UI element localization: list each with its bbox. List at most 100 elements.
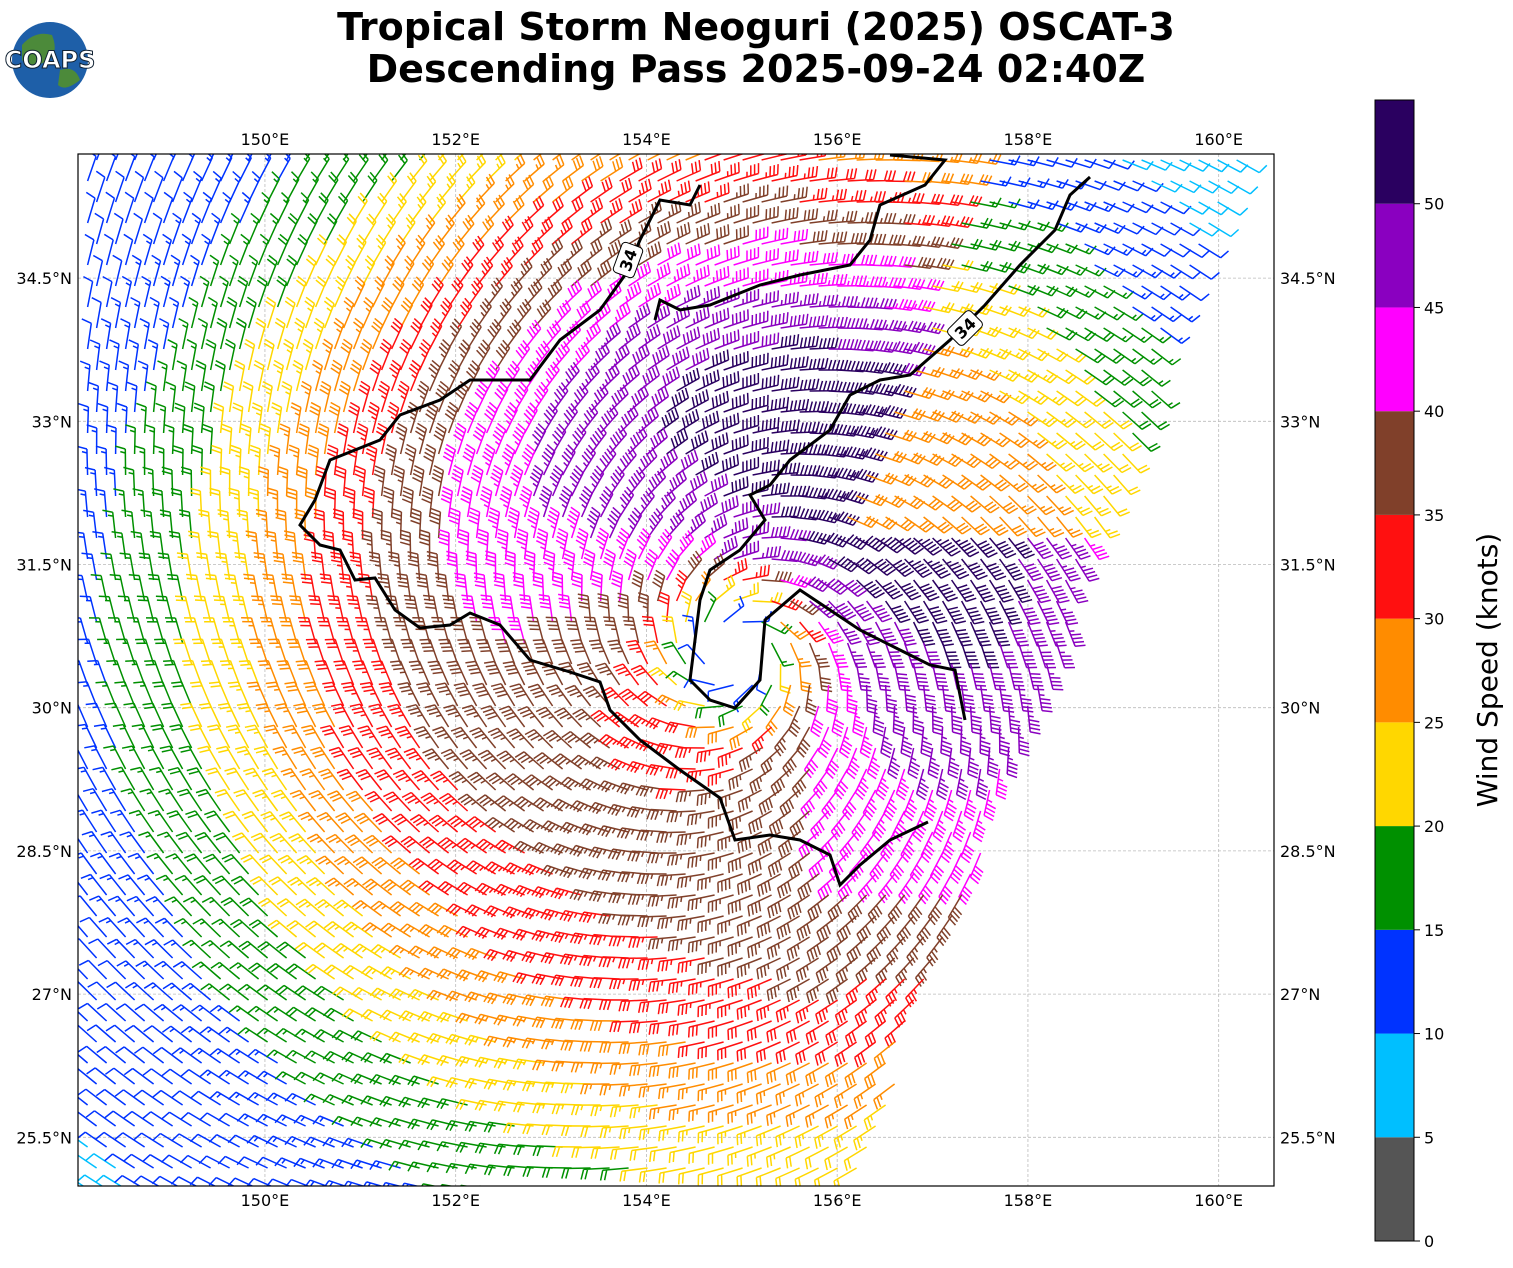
wind-barb	[265, 1092, 297, 1106]
colorbar-tick-label: 35	[1424, 506, 1444, 525]
wind-barb	[647, 345, 670, 371]
wind-barb	[94, 488, 108, 518]
wind-barb	[658, 1167, 686, 1184]
wind-barb	[727, 1104, 753, 1124]
wind-barb	[98, 917, 127, 938]
wind-barb	[184, 853, 212, 875]
wind-barb	[541, 444, 556, 476]
wind-barb	[648, 1020, 677, 1035]
wind-barb	[609, 302, 631, 329]
wind-barb	[1103, 159, 1135, 170]
wind-barb	[742, 268, 769, 287]
wind-barb	[657, 1041, 686, 1057]
wind-barb	[403, 594, 421, 623]
wind-barb	[780, 485, 811, 497]
wind-barb	[636, 873, 667, 885]
wind-barb	[363, 486, 375, 518]
wind-barb	[263, 338, 275, 371]
wind-barb	[486, 277, 504, 308]
wind-barb	[165, 381, 177, 413]
wind-barb	[284, 296, 296, 329]
wind-barb	[1074, 558, 1100, 582]
wind-barb	[532, 381, 549, 413]
wind-barb	[655, 788, 686, 800]
wind-barb	[1084, 159, 1116, 170]
wind-barb	[552, 258, 573, 287]
wind-barb	[238, 154, 252, 182]
wind-barb	[552, 217, 573, 245]
wind-barb	[350, 1073, 382, 1085]
wind-barb	[970, 495, 1000, 514]
wind-barb	[905, 978, 925, 1008]
wind-barb	[142, 466, 155, 497]
wind-barb	[581, 197, 604, 224]
wind-barb	[308, 595, 326, 623]
wind-barb	[1075, 432, 1105, 451]
wind-barb	[577, 593, 592, 623]
wind-barb	[1008, 327, 1040, 340]
wind-barb	[468, 507, 481, 539]
wind-barb	[513, 638, 535, 665]
wind-barb	[456, 339, 471, 371]
wind-barb	[358, 380, 371, 413]
wind-barb	[657, 915, 686, 930]
wind-barb	[293, 1114, 325, 1127]
wind-barb	[903, 789, 918, 822]
wind-barb	[638, 324, 661, 350]
wind-barb	[220, 897, 250, 917]
wind-barb	[554, 707, 583, 728]
wind-barb	[1141, 285, 1173, 301]
wind-barb	[1027, 285, 1059, 297]
wind-barb	[752, 545, 782, 560]
wind-barb	[1160, 159, 1192, 172]
wind-barb	[923, 474, 955, 489]
color-segment	[1375, 203, 1414, 308]
wind-barb	[969, 579, 996, 603]
wind-barb	[246, 1177, 273, 1186]
wind-barb	[473, 572, 488, 602]
wind-barb	[607, 758, 639, 771]
wind-barb	[369, 987, 401, 1001]
wind-barb	[512, 1058, 544, 1070]
wind-barb	[457, 154, 465, 161]
wind-barb	[142, 233, 153, 266]
wind-barb	[999, 474, 1029, 493]
wind-barb	[1037, 222, 1069, 233]
wind-barb	[865, 642, 886, 669]
wind-barb	[505, 236, 524, 266]
wind-barb	[1122, 201, 1154, 214]
wind-barb	[312, 703, 336, 728]
wind-barb	[208, 1134, 240, 1148]
wind-barb	[943, 789, 957, 822]
wind-barb	[648, 1062, 677, 1078]
wind-barb	[1113, 432, 1142, 452]
wind-barb	[723, 392, 749, 413]
wind-barb	[352, 192, 368, 224]
wind-barb	[437, 297, 453, 329]
wind-barb	[109, 339, 120, 371]
wind-barb	[857, 873, 877, 903]
wind-barb	[799, 230, 828, 245]
wind-barb	[1027, 411, 1058, 428]
wind-barb	[523, 360, 540, 392]
wind-barb	[817, 873, 839, 902]
wind-barb	[404, 443, 417, 476]
wind-barb	[132, 488, 146, 518]
wind-barb	[377, 380, 391, 413]
wind-barb	[275, 1027, 306, 1043]
wind-barb	[236, 509, 250, 539]
wind-barb	[717, 915, 743, 935]
wind-barb	[856, 276, 887, 288]
wind-barb	[638, 282, 662, 308]
wind-barb	[818, 532, 850, 548]
wind-barb	[341, 1094, 373, 1106]
wind-barb	[817, 726, 832, 759]
wind-barb	[221, 853, 250, 875]
wind-barb	[833, 1125, 857, 1150]
wind-barb	[637, 999, 667, 1013]
wind-barb	[381, 638, 402, 665]
wind-barb	[426, 946, 458, 959]
wind-barb	[875, 536, 906, 554]
wind-barb	[794, 1083, 819, 1107]
wind-barb	[143, 154, 155, 182]
